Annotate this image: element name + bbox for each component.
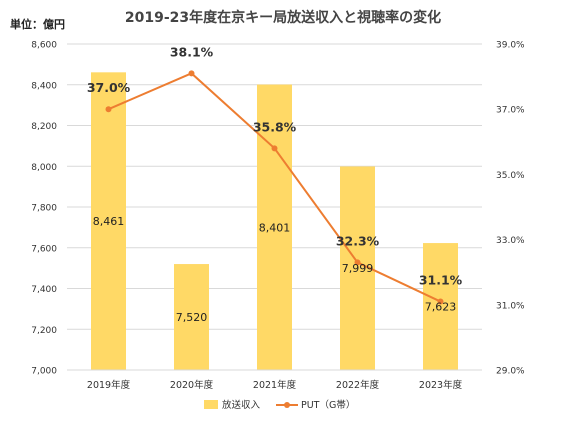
legend-label: 放送収入 — [222, 399, 261, 411]
x-tick-label: 2023年度 — [419, 379, 463, 391]
line-point — [437, 298, 444, 305]
y-left-tick-label: 8,600 — [31, 41, 57, 51]
y-right-tick-label: 31.0% — [496, 301, 525, 311]
x-tick-label: 2022年度 — [336, 379, 380, 391]
y-right-tick-label: 33.0% — [496, 236, 525, 246]
y-right-tick-label: 29.0% — [496, 367, 525, 377]
chart-title: 2019-23年度在京キー局放送収入と視聴率の変化 — [125, 9, 441, 26]
legend: 放送収入 PUT（G帯） — [204, 399, 355, 411]
bar — [423, 243, 458, 370]
axes: 7,000 7,200 7,400 7,600 7,800 8,000 8,200 8,400… — [31, 41, 525, 392]
line-point — [105, 106, 112, 113]
line-value-label: 38.1% — [170, 44, 214, 59]
line-value-label: 31.1% — [419, 273, 463, 288]
y-left-tick-label: 7,400 — [31, 285, 57, 295]
legend-swatch-marker — [284, 402, 290, 408]
bar-series — [91, 72, 458, 370]
bar-value-label: 8,401 — [259, 221, 291, 234]
y-right-tick-label: 37.0% — [496, 106, 525, 116]
x-tick-label: 2020年度 — [170, 379, 214, 391]
bar-value-label: 8,461 — [93, 215, 125, 228]
y-left-tick-label: 8,200 — [31, 122, 57, 132]
line-value-label: 37.0% — [87, 80, 131, 95]
line-point — [354, 259, 361, 266]
line-value-label: 35.8% — [253, 119, 297, 134]
bar — [91, 72, 126, 370]
legend-label: PUT（G帯） — [301, 399, 355, 411]
y-left-tick-label: 7,200 — [31, 326, 57, 336]
x-tick-label: 2019年度 — [87, 379, 131, 391]
line-series — [105, 70, 444, 305]
x-tick-label: 2021年度 — [253, 379, 297, 391]
y-left-tick-label: 8,400 — [31, 81, 57, 91]
bar — [257, 84, 292, 370]
bar — [174, 264, 209, 370]
bar-value-label: 7,623 — [425, 301, 457, 314]
y-right-tick-label: 35.0% — [496, 171, 525, 181]
bar-value-label: 7,520 — [176, 311, 208, 324]
y-left-tick-label: 7,800 — [31, 204, 57, 214]
bar-value-label: 7,999 — [342, 262, 374, 275]
line-point — [271, 145, 278, 152]
y-left-tick-label: 8,000 — [31, 163, 57, 173]
data-labels: 8,461 7,520 8,401 7,999 7,623 37.0% 38.1% 35.8%… — [87, 44, 463, 324]
unit-label: 単位：億円 — [10, 17, 65, 31]
y-right-tick-label: 39.0% — [496, 41, 525, 51]
y-left-tick-label: 7,000 — [31, 367, 57, 377]
line-point — [188, 70, 195, 77]
line-value-label: 32.3% — [336, 233, 380, 248]
legend-swatch-bar — [204, 400, 218, 409]
y-left-tick-label: 7,600 — [31, 244, 57, 254]
